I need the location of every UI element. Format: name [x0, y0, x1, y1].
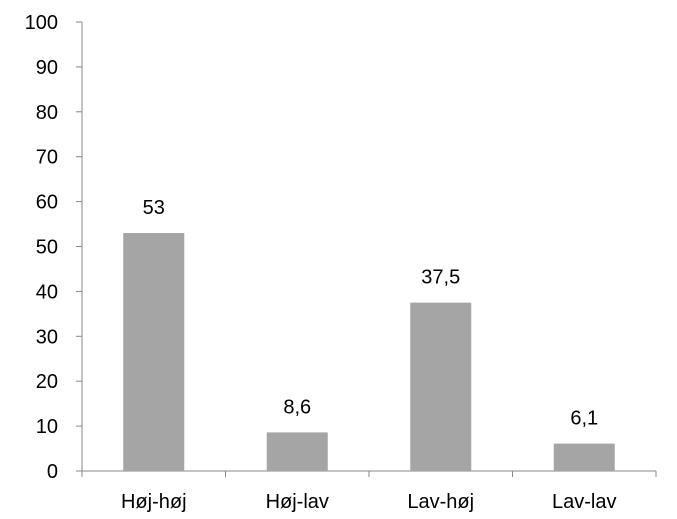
y-tick-label: 60	[36, 192, 58, 214]
bars	[123, 233, 615, 471]
y-tick-label: 20	[36, 371, 58, 393]
data-label-3: 37,5	[421, 267, 460, 289]
y-tick-label: 80	[36, 102, 58, 124]
x-tick-label-2: Høj-lav	[266, 491, 329, 513]
labels: 53 Høj-høj 8,6 Høj-lav 37,5 Lav-høj 6,1 Lav-lav	[121, 197, 617, 513]
y-tick-label: 50	[36, 237, 58, 259]
bar-4	[553, 443, 615, 471]
x-tick-label-4: Lav-lav	[552, 491, 616, 513]
y-tick-label: 30	[36, 326, 58, 348]
y-tick-label: 70	[36, 147, 58, 169]
axes: 0 10 20 30 40 50 60 70 80 90 100	[25, 12, 657, 483]
bar-3	[410, 302, 472, 471]
y-tick-label: 90	[36, 57, 58, 79]
data-label-4: 6,1	[570, 408, 598, 430]
x-tick-label-1: Høj-høj	[121, 491, 187, 513]
y-tick-label: 40	[36, 281, 58, 303]
y-tick-label: 0	[47, 461, 58, 483]
bar-1	[123, 233, 185, 471]
y-tick-label: 10	[36, 416, 58, 438]
x-tick-label-3: Lav-høj	[407, 491, 474, 513]
y-tick-label: 100	[25, 12, 58, 34]
bar-2	[266, 432, 328, 471]
data-label-1: 53	[143, 197, 165, 219]
data-label-2: 8,6	[283, 396, 311, 418]
